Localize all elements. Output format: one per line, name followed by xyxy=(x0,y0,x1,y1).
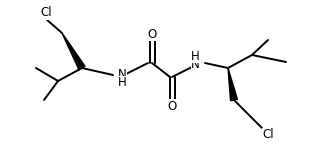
Polygon shape xyxy=(62,33,85,70)
Text: H: H xyxy=(118,76,127,89)
Text: O: O xyxy=(148,27,156,40)
Text: N: N xyxy=(118,67,127,80)
Text: N: N xyxy=(191,58,200,72)
Text: Cl: Cl xyxy=(262,128,274,142)
Text: H: H xyxy=(191,49,200,63)
Text: O: O xyxy=(167,100,177,112)
Polygon shape xyxy=(228,68,237,101)
Text: Cl: Cl xyxy=(40,6,52,19)
